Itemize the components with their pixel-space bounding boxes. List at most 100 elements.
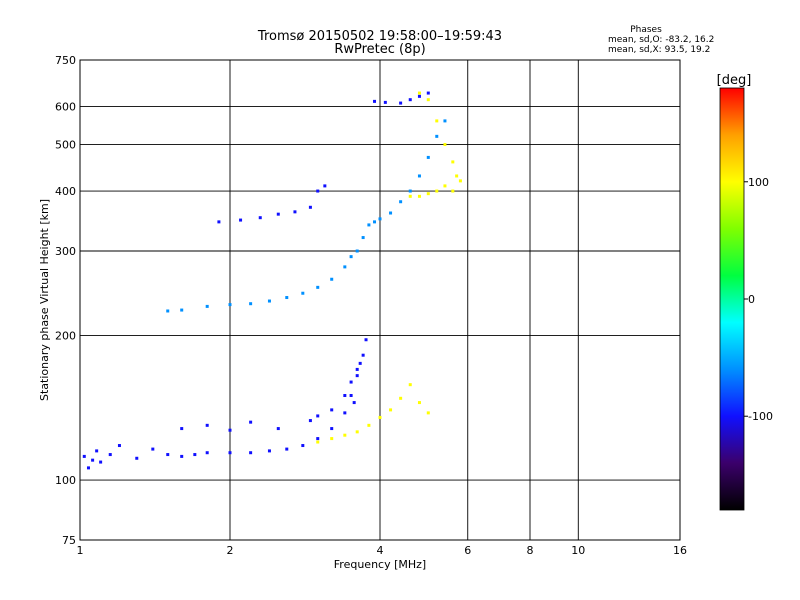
data-point [417,91,421,95]
x-tick-label: 16 [673,544,687,557]
data-point [355,367,359,371]
colorbar-label: [deg] [717,73,752,88]
data-point [367,223,371,227]
colorbar: -100 0 100 [719,87,773,511]
x-axis-label: Frequency [MHz] [334,558,426,571]
data-point [455,174,459,178]
data-point [239,218,243,222]
data-point [151,447,155,451]
data-point [358,361,362,365]
y-tick-label: 200 [55,330,76,343]
data-points [82,91,462,470]
data-point [228,303,232,307]
x-tick-label: 2 [227,544,234,557]
data-point [95,449,99,453]
y-tick-label: 400 [55,185,76,198]
data-point [267,449,271,453]
data-point [451,160,455,164]
data-point [383,100,387,104]
x-tick-label: 8 [527,544,534,557]
data-point [417,401,421,405]
colorbar-gradient [719,87,745,511]
phase-info-o: mean, sd,O: -83.2, 16.2 [608,35,714,45]
data-point [417,174,421,178]
data-point [330,437,334,441]
data-point [364,338,368,342]
data-point [361,353,365,357]
data-point [373,99,377,103]
data-point [352,401,356,405]
chart-subtitle: RwPretec (8p) [334,42,425,57]
data-point [258,216,262,220]
x-tick-label: 6 [464,544,471,557]
data-point [293,210,297,214]
data-point [193,453,197,457]
data-point [451,189,455,193]
data-point [108,453,112,457]
data-point [378,415,382,419]
data-point [316,437,320,441]
data-point [285,296,289,300]
data-point [443,119,447,123]
y-tick-label: 500 [55,139,76,152]
data-point [91,458,95,462]
x-tick-label: 10 [571,544,585,557]
data-point [343,394,347,398]
data-point [373,220,377,224]
data-point [316,414,320,418]
data-point [355,374,359,378]
data-point [426,98,430,102]
data-point [267,299,271,303]
phase-info-heading: Phases [630,25,662,35]
data-point [417,194,421,198]
data-point [426,155,430,159]
data-point [180,427,184,431]
data-point [330,427,334,431]
chart-title: Tromsø 20150502 19:58:00–19:59:43 [257,29,502,44]
data-point [249,451,253,455]
data-point [426,91,430,95]
data-point [408,189,412,193]
data-point [399,200,403,204]
data-point [180,454,184,458]
data-point [217,220,221,224]
data-point [389,211,393,215]
data-point [135,456,139,460]
y-axis-label: Stationary phase Virtual Height [km] [38,199,51,401]
data-point [86,466,90,470]
y-tick-label: 300 [55,245,76,258]
data-point [426,192,430,196]
data-point [399,101,403,105]
data-point [316,189,320,193]
data-point [417,94,421,98]
data-point [343,265,347,269]
data-point [355,430,359,434]
data-point [330,277,334,281]
data-point [367,423,371,427]
data-point [228,428,232,432]
data-point [249,420,253,424]
data-point [166,309,170,313]
data-point [378,217,382,221]
data-point [276,212,280,216]
data-point [343,433,347,437]
axes: 1 2 4 6 8 10 16 75 100 200 300 400 500 600 750 [55,54,687,557]
data-point [435,189,439,193]
data-point [316,285,320,289]
data-point [308,419,312,423]
y-tick-label: 750 [55,54,76,67]
data-point [205,451,209,455]
data-point [355,249,359,253]
colorbar-tick-label: 100 [748,176,769,189]
data-point [435,119,439,123]
data-point [82,454,86,458]
data-point [323,184,327,188]
data-point [361,236,365,240]
data-point [408,194,412,198]
data-point [285,447,289,451]
data-point [316,440,320,444]
data-point [166,453,170,457]
phase-info-x: mean, sd,X: 93.5, 19.2 [608,45,710,55]
plot-frame [79,59,681,541]
